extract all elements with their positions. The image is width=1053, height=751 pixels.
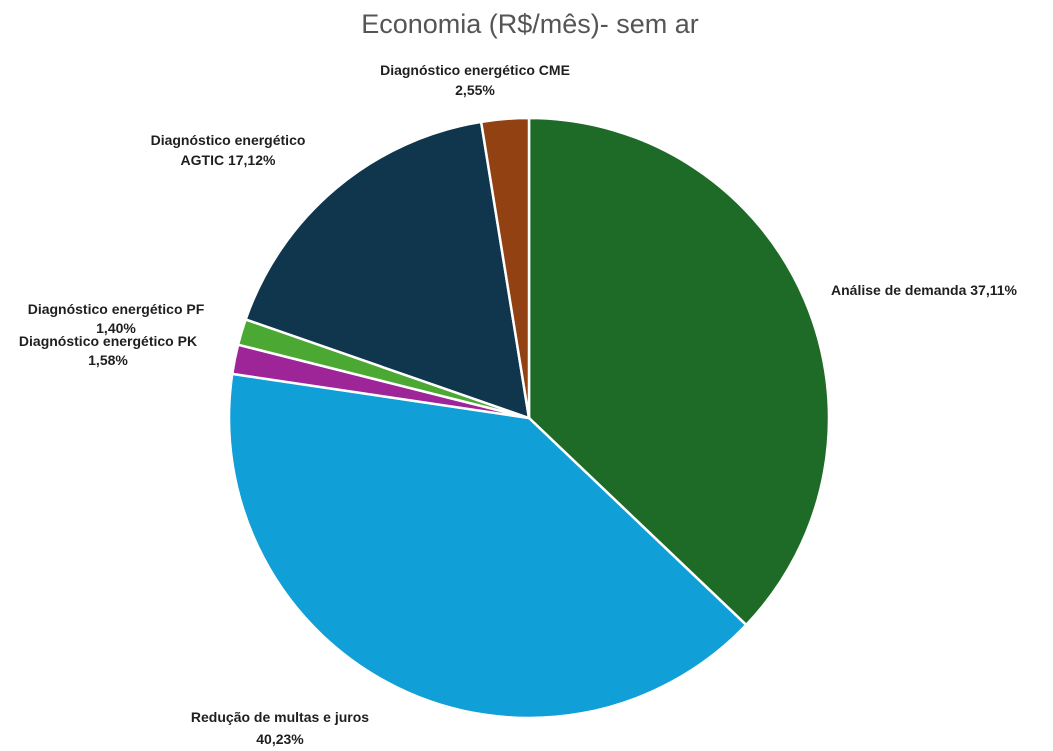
pie-slice-redu-o-de-multas-e-juros [227, 372, 748, 720]
chart-title: Economia (R$/mês)- sem ar [361, 9, 699, 39]
pie-slice-diagn-stico-energ-tico-cme [479, 116, 531, 420]
data-label-line: 2,55% [455, 82, 495, 98]
data-label-line: Diagnóstico energético PK [19, 333, 197, 349]
data-label-2: Diagnóstico energético PK 1,58% [19, 333, 197, 368]
data-label-line: Diagnóstico energético PF [28, 301, 205, 317]
data-label-4: Diagnóstico energético AGTIC 17,12% [151, 132, 306, 168]
data-label-line: Diagnóstico energético CME [380, 62, 570, 78]
slices-layer [227, 116, 831, 720]
data-label-line: 1,58% [88, 352, 128, 368]
data-label-0: Análise de demanda 37,11% [831, 282, 1018, 298]
data-label-line: 1,40% [96, 320, 136, 336]
data-label-5: Diagnóstico energético CME 2,55% [380, 62, 570, 98]
pie-slice-an-lise-de-demanda [527, 116, 831, 627]
data-label-line: Análise de demanda 37,11% [831, 282, 1018, 298]
data-label-1: Redução de multas e juros 40,23% [191, 709, 369, 747]
data-label-line: Diagnóstico energético [151, 132, 306, 148]
pie-slice-diagn-stico-energ-tico-agtic [244, 120, 531, 420]
data-label-line: 40,23% [256, 731, 304, 747]
labels-layer: Análise de demanda 37,11% Redução de mult… [19, 62, 1018, 747]
data-label-line: AGTIC 17,12% [181, 152, 276, 168]
data-label-line: Redução de multas e juros [191, 709, 369, 725]
data-label-3: Diagnóstico energético PF 1,40% [28, 301, 205, 336]
